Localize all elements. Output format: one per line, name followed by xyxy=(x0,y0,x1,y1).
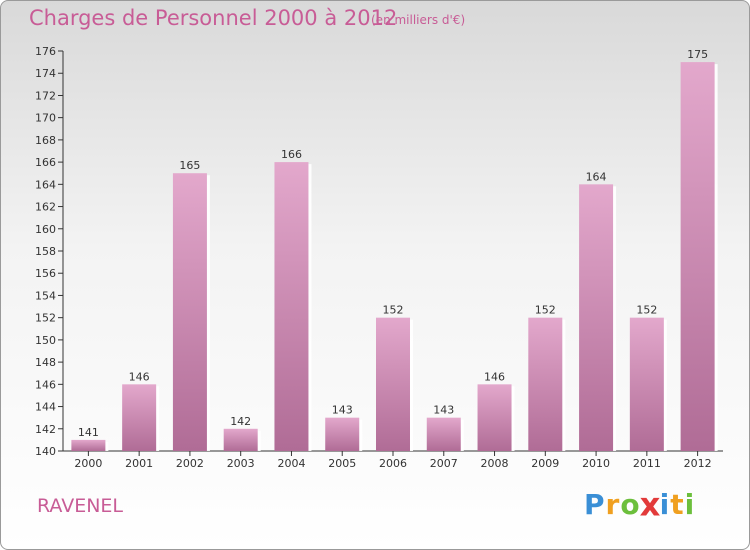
value-label: 152 xyxy=(535,304,556,317)
proxiti-logo: Proxiti xyxy=(584,485,696,524)
bar-2010 xyxy=(579,184,614,452)
y-tick-label: 160 xyxy=(35,223,56,236)
bar-2009 xyxy=(528,317,563,451)
x-tick-label: 2005 xyxy=(328,457,356,470)
chart-subtitle: (en milliers d'€) xyxy=(371,13,466,27)
x-tick-label: 2003 xyxy=(227,457,255,470)
y-tick-label: 150 xyxy=(35,334,56,347)
value-label: 143 xyxy=(332,404,353,417)
bar-2011 xyxy=(629,317,664,451)
data-labels: 141 146 165 142 166 143 152 143 146 152 164 152 175 xyxy=(78,48,708,439)
bar-2003 xyxy=(223,428,258,451)
y-tick-label: 144 xyxy=(35,401,56,414)
y-tick-label: 164 xyxy=(35,178,56,191)
y-tick-label: 170 xyxy=(35,112,56,125)
bar-2004 xyxy=(274,162,309,451)
y-axis: 140 142 144 146 148 150 152 154 156 158 160 162 164 1… xyxy=(35,45,64,458)
logo-letter: i xyxy=(684,488,696,521)
x-tick-label: 2008 xyxy=(481,457,509,470)
value-label: 143 xyxy=(433,404,454,417)
x-tick-label: 2006 xyxy=(379,457,407,470)
bar-2008 xyxy=(477,384,512,451)
logo-letter: o xyxy=(620,488,641,521)
x-tick-label: 2007 xyxy=(430,457,458,470)
value-label: 141 xyxy=(78,426,99,439)
y-tick-label: 142 xyxy=(35,423,56,436)
x-tick-label: 2001 xyxy=(125,457,153,470)
value-label: 152 xyxy=(383,304,404,317)
bar-2005 xyxy=(325,417,360,451)
bar-2000 xyxy=(71,439,106,451)
y-tick-label: 158 xyxy=(35,245,56,258)
y-tick-label: 162 xyxy=(35,201,56,214)
y-tick-label: 172 xyxy=(35,89,56,102)
value-label: 164 xyxy=(586,170,607,183)
bar-2012 xyxy=(680,62,715,451)
logo-letter: x xyxy=(639,485,662,524)
bar-2002 xyxy=(172,173,207,451)
bar-2001 xyxy=(122,384,157,451)
y-tick-label: 166 xyxy=(35,156,56,169)
y-tick-label: 148 xyxy=(35,356,56,369)
x-tick-label: 2010 xyxy=(582,457,610,470)
y-tick-label: 152 xyxy=(35,312,56,325)
y-tick-label: 154 xyxy=(35,289,56,302)
commune-name: RAVENEL xyxy=(37,495,124,517)
bars xyxy=(71,62,718,452)
logo-letter: P xyxy=(584,488,606,521)
x-tick-label: 2009 xyxy=(531,457,559,470)
x-tick-label: 2012 xyxy=(684,457,712,470)
value-label: 142 xyxy=(230,415,251,428)
y-tick-label: 176 xyxy=(35,45,56,58)
x-tick-label: 2004 xyxy=(277,457,305,470)
y-tick-label: 146 xyxy=(35,378,56,391)
y-tick-label: 140 xyxy=(35,445,56,458)
value-label: 166 xyxy=(281,148,302,161)
y-tick-label: 168 xyxy=(35,134,56,147)
logo-letter: t xyxy=(670,488,685,521)
x-axis: 2000 2001 2002 2003 2004 2005 2006 2007 2008 2009… xyxy=(63,450,723,470)
y-tick-label: 156 xyxy=(35,267,56,280)
x-tick-label: 2002 xyxy=(176,457,204,470)
value-label: 152 xyxy=(636,304,657,317)
y-tick-label: 174 xyxy=(35,67,56,80)
value-label: 165 xyxy=(179,159,200,172)
bar-2007 xyxy=(426,417,461,451)
x-tick-label: 2000 xyxy=(74,457,102,470)
bar-2006 xyxy=(376,317,410,451)
value-label: 146 xyxy=(129,370,150,383)
logo-letter: i xyxy=(659,488,671,521)
chart-title: Charges de Personnel 2000 à 2012 xyxy=(29,6,398,30)
value-label: 175 xyxy=(687,48,708,61)
x-tick-label: 2011 xyxy=(633,457,661,470)
value-label: 146 xyxy=(484,370,505,383)
logo-letter: r xyxy=(605,488,621,521)
